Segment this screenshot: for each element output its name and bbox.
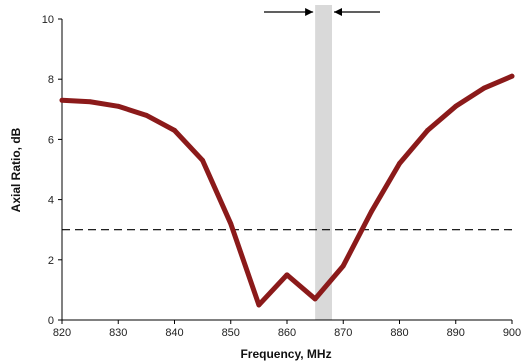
data-point bbox=[397, 161, 402, 166]
y-tick-label: 10 bbox=[42, 14, 54, 26]
x-tick-label: 890 bbox=[447, 327, 465, 339]
data-point bbox=[284, 272, 290, 278]
y-tick-label: 6 bbox=[48, 134, 54, 146]
data-point bbox=[143, 112, 149, 118]
y-axis-title: Axial Ratio, dB bbox=[9, 127, 23, 212]
series-layer bbox=[59, 73, 515, 308]
x-axis-title: Frequency, MHz bbox=[240, 347, 331, 361]
x-tick-label: 860 bbox=[278, 327, 296, 339]
highlight-band-layer bbox=[315, 5, 332, 320]
data-point bbox=[115, 103, 121, 109]
x-tick-label: 880 bbox=[390, 327, 408, 339]
left-arrow-head bbox=[305, 8, 314, 16]
data-point bbox=[340, 263, 346, 269]
data-point bbox=[172, 127, 177, 133]
data-point bbox=[425, 127, 431, 133]
highlight-band bbox=[315, 5, 332, 320]
x-tick-label: 840 bbox=[165, 327, 183, 339]
data-point bbox=[368, 209, 374, 215]
y-tick-label: 4 bbox=[48, 195, 54, 207]
data-point bbox=[453, 103, 459, 109]
right-arrow-head bbox=[334, 8, 342, 16]
data-point bbox=[481, 85, 487, 91]
y-tick-label: 8 bbox=[48, 74, 54, 86]
data-point bbox=[87, 99, 93, 105]
y-tick-label: 0 bbox=[48, 315, 54, 327]
data-point bbox=[59, 97, 65, 103]
axis-layer bbox=[58, 18, 513, 324]
tick-label-layer: 820 830 840 850 860 870 880 890 900 0 2 4 6 8 10 bbox=[42, 14, 521, 339]
y-tick-label: 2 bbox=[48, 255, 54, 267]
band-arrow-layer bbox=[264, 8, 380, 16]
data-point bbox=[509, 73, 515, 79]
data-point bbox=[256, 302, 262, 308]
data-point bbox=[228, 221, 234, 227]
x-tick-label: 870 bbox=[334, 327, 352, 339]
x-tick-label: 820 bbox=[53, 327, 71, 339]
data-point bbox=[200, 158, 206, 163]
x-tick-label: 850 bbox=[222, 327, 240, 339]
data-point bbox=[312, 296, 318, 302]
x-tick-label: 830 bbox=[109, 327, 127, 339]
series-line bbox=[59, 73, 515, 308]
x-tick-label: 900 bbox=[503, 327, 521, 339]
